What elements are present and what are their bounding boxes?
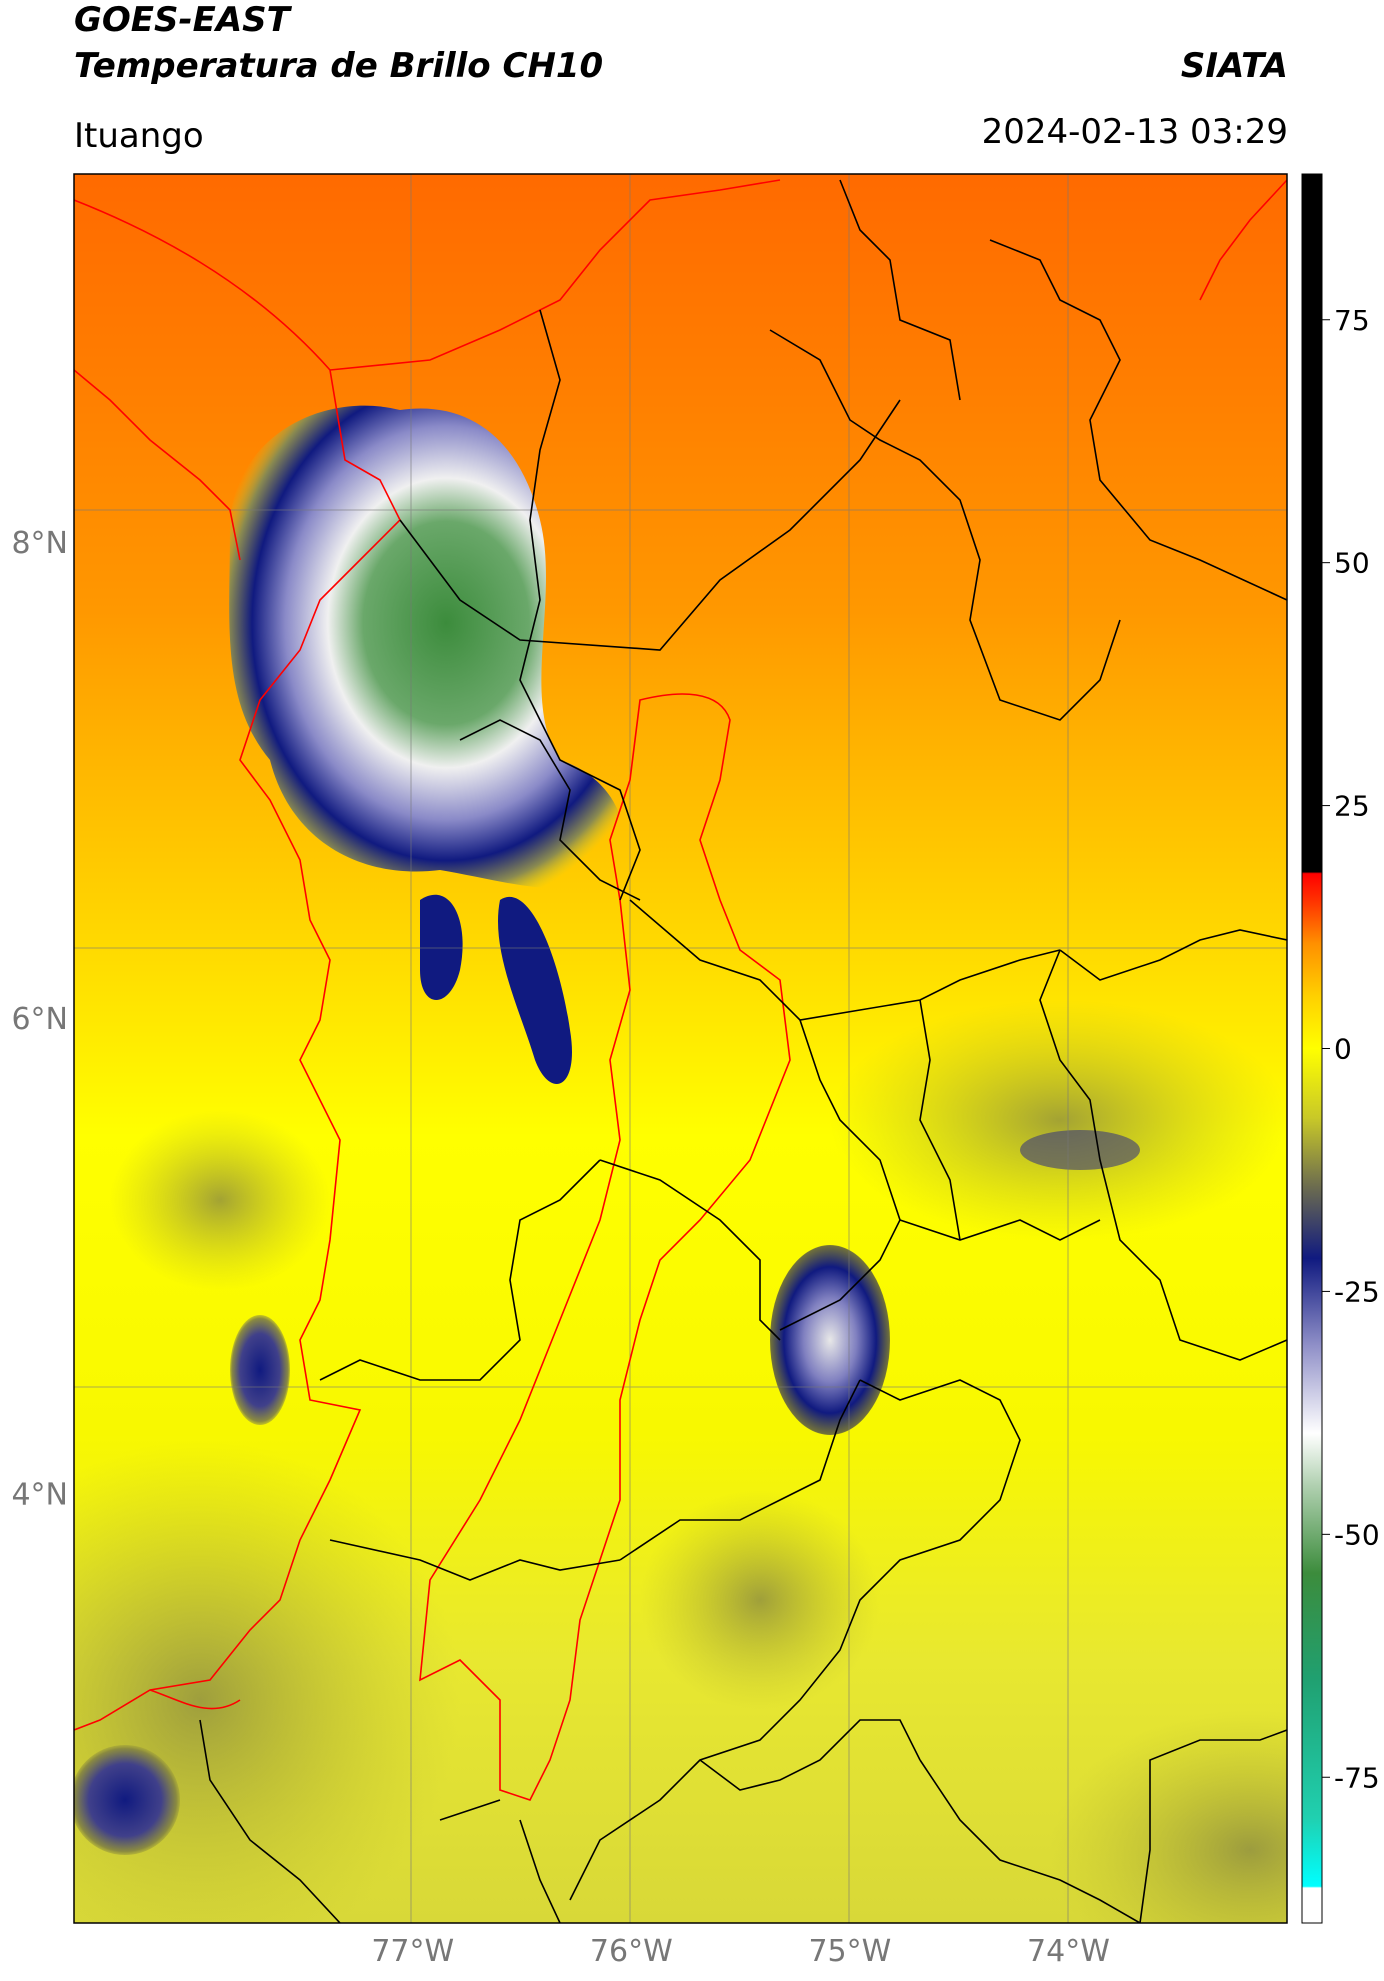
map-frame bbox=[74, 174, 1287, 1923]
title-product: Temperatura de Brillo CH10 bbox=[74, 46, 604, 86]
colorbar-ticks: 75 50 25 0 -25 -50 -75 bbox=[1322, 304, 1380, 1794]
colorbar-label: -75 bbox=[1334, 1761, 1380, 1794]
storm-cell-coast bbox=[230, 1315, 290, 1425]
longitude-label: 76°W bbox=[590, 1934, 673, 1969]
latitude-label: 6°N bbox=[11, 1002, 68, 1037]
map-border bbox=[73, 173, 1288, 1924]
latitude-label: 8°N bbox=[11, 526, 68, 561]
graticule bbox=[74, 174, 1287, 1923]
haze-east bbox=[830, 1000, 1287, 1240]
colorbar: 75 50 25 0 -25 -50 -75 bbox=[1301, 173, 1380, 1924]
cloud-streak-east bbox=[1020, 1130, 1140, 1170]
colorbar-label: 0 bbox=[1334, 1033, 1352, 1066]
colorbar-label: -50 bbox=[1334, 1518, 1380, 1551]
place-label: Ituango bbox=[74, 116, 204, 156]
colorbar-label: -25 bbox=[1334, 1275, 1380, 1308]
storm-cell-southwest bbox=[74, 1745, 180, 1855]
longitude-label: 74°W bbox=[1027, 1934, 1110, 1969]
colorbar-label: 25 bbox=[1334, 790, 1370, 823]
colorbar-label: 50 bbox=[1334, 547, 1370, 580]
haze-southeast bbox=[1050, 1710, 1287, 1923]
brand-label: SIATA bbox=[1180, 46, 1288, 86]
latitude-labels: 8°N 6°N 4°N bbox=[11, 526, 68, 1513]
colorbar-label: 75 bbox=[1334, 304, 1370, 337]
admin-boundaries bbox=[199, 179, 1287, 1923]
timestamp-label: 2024-02-13 03:29 bbox=[981, 112, 1288, 152]
storm-cell-east bbox=[770, 1245, 890, 1435]
longitude-label: 77°W bbox=[371, 1934, 454, 1969]
haze-south bbox=[640, 1490, 880, 1710]
latitude-label: 4°N bbox=[11, 1478, 68, 1513]
longitude-label: 75°W bbox=[808, 1934, 891, 1969]
colorbar-ramp bbox=[1301, 173, 1323, 1924]
storm-cell-north bbox=[229, 405, 624, 889]
title-satellite: GOES-EAST bbox=[74, 0, 290, 40]
coastline bbox=[74, 179, 1287, 1801]
storm-tail-west bbox=[420, 894, 463, 1000]
longitude-labels: 77°W 76°W 75°W 74°W bbox=[371, 1934, 1110, 1969]
storm-tail-east bbox=[498, 896, 572, 1084]
haze-west bbox=[110, 1110, 330, 1290]
